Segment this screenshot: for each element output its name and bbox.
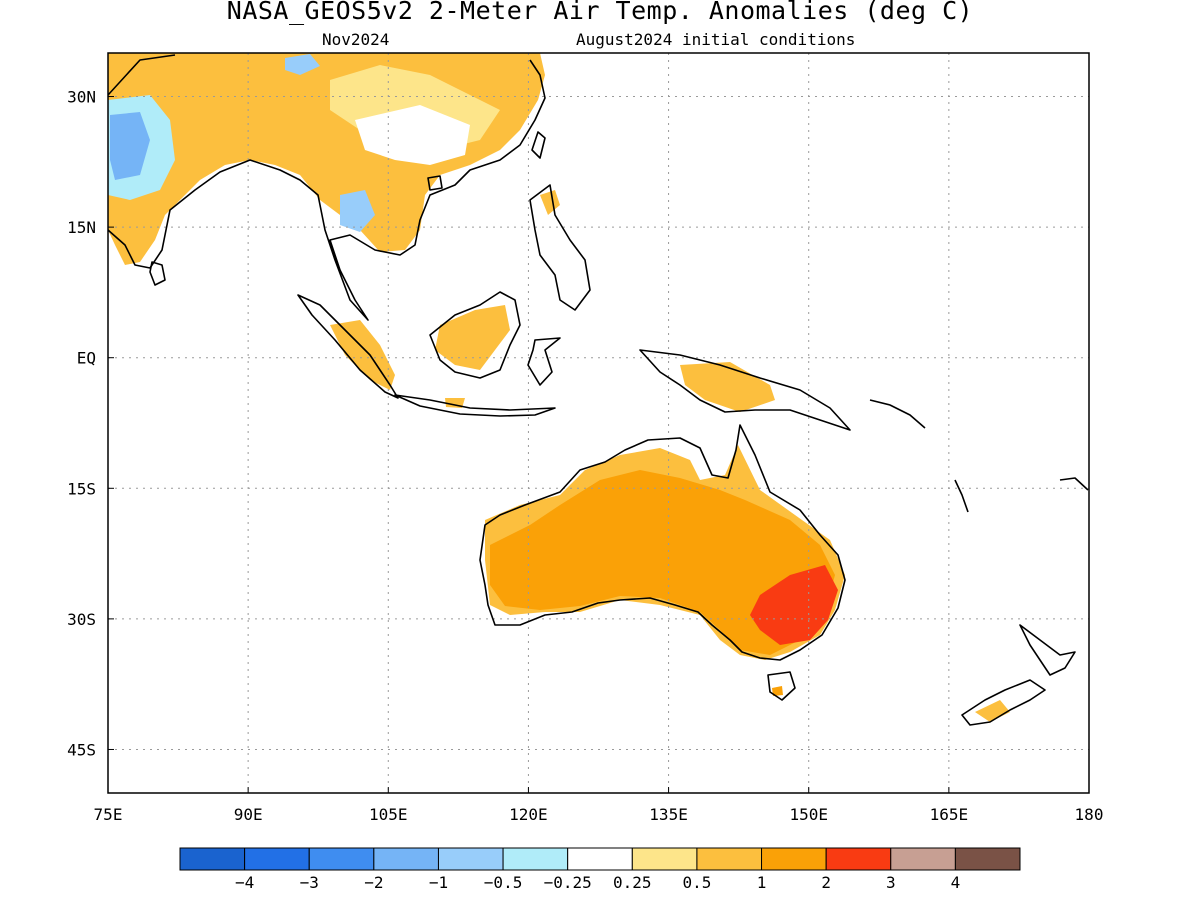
anomaly-field (108, 53, 1010, 722)
latitude-labels: 30N 15N EQ 15S 30S 45S (67, 88, 114, 759)
anomaly-region-tasmania (772, 686, 783, 696)
lon-tick-label: 165E (930, 805, 969, 824)
coast-new-zealand-north (1019, 624, 1076, 676)
coast-taiwan (531, 131, 546, 159)
lat-tick-label: 15S (67, 479, 96, 498)
lon-tick-label: 75E (94, 805, 123, 824)
colorbar-label: 3 (886, 873, 896, 892)
colorbar-swatch (502, 847, 569, 871)
anomaly-region-se-australia-hot (750, 565, 838, 645)
colorbar-swatch (567, 847, 633, 871)
colorbar-swatch (308, 847, 375, 871)
coast-new-guinea (639, 349, 851, 431)
colorbar-swatch (825, 847, 892, 871)
colorbar-label: −2 (364, 873, 383, 892)
coast-sri-lanka (149, 261, 166, 286)
colorbar-label: −0.25 (544, 873, 592, 892)
colorbar-swatch (631, 847, 698, 871)
lat-tick-label: EQ (77, 349, 96, 368)
coast-asia (108, 54, 546, 321)
colorbar-swatch (761, 847, 827, 871)
lon-tick-label: 135E (649, 805, 688, 824)
coast-new-zealand-south (961, 679, 1046, 726)
colorbar-label: 0.5 (682, 873, 711, 892)
coast-borneo (429, 291, 521, 379)
colorbar-swatch (890, 847, 956, 871)
coast-fiji (1059, 477, 1089, 491)
lon-tick-label: 180 (1075, 805, 1104, 824)
lon-tick-label: 150E (789, 805, 828, 824)
coastlines (108, 54, 1089, 726)
colorbar-label: −1 (429, 873, 448, 892)
colorbar: −4 −3 −2 −1 −0.5 −0.25 0.25 0.5 1 2 3 4 (179, 847, 1021, 892)
colorbar-label: −4 (235, 873, 254, 892)
colorbar-swatch (179, 847, 246, 871)
coast-solomon-islands (869, 399, 926, 429)
colorbar-swatch (437, 847, 504, 871)
lon-tick-label: 90E (234, 805, 263, 824)
colorbar-swatch (696, 847, 763, 871)
anomaly-region-china-white (355, 105, 470, 165)
longitude-labels: 75E 90E 105E 120E 135E 150E 165E 180 (94, 787, 1104, 824)
coast-philippines (529, 184, 591, 311)
coast-australia (479, 424, 846, 661)
lat-tick-label: 15N (67, 218, 96, 237)
lon-tick-label: 105E (369, 805, 408, 824)
coast-tasmania (767, 671, 796, 701)
anomaly-region-philippines (540, 190, 560, 215)
coast-sumatra (297, 294, 399, 399)
plot-frame (107, 52, 1090, 794)
anomaly-region-australia-warm (490, 470, 835, 655)
colorbar-swatch (373, 847, 439, 871)
anomaly-region-tibet-cool (285, 54, 320, 75)
colorbar-label: −0.5 (484, 873, 523, 892)
coast-java (394, 394, 556, 417)
coast-hainan (427, 175, 443, 191)
coast-vanuatu (954, 479, 969, 513)
colorbar-label: 4 (951, 873, 961, 892)
lat-tick-label: 30S (67, 610, 96, 629)
anomaly-region-borneo (435, 305, 510, 370)
anomaly-region-indochina-cool (340, 190, 375, 232)
gridlines (108, 53, 1089, 793)
colorbar-swatch (954, 847, 1021, 871)
colorbar-swatch (244, 847, 310, 871)
anomaly-region-new-zealand (975, 700, 1010, 722)
initial-conditions: August2024 initial conditions (576, 30, 856, 49)
map-title: NASA_GEOS5v2 2-Meter Air Temp. Anomalies… (226, 0, 974, 25)
colorbar-label: 0.25 (613, 873, 652, 892)
anomaly-region-sumatra (330, 320, 395, 390)
lat-tick-label: 45S (67, 740, 96, 759)
forecast-month: Nov2024 (322, 30, 390, 49)
anomaly-region-india-colder (110, 112, 150, 180)
lon-tick-label: 120E (509, 805, 548, 824)
colorbar-label: −3 (300, 873, 319, 892)
colorbar-label: 1 (757, 873, 767, 892)
coast-sulawesi (527, 337, 561, 386)
anomaly-region-new-guinea (680, 362, 775, 412)
colorbar-label: 2 (821, 873, 831, 892)
lat-tick-label: 30N (67, 88, 96, 107)
